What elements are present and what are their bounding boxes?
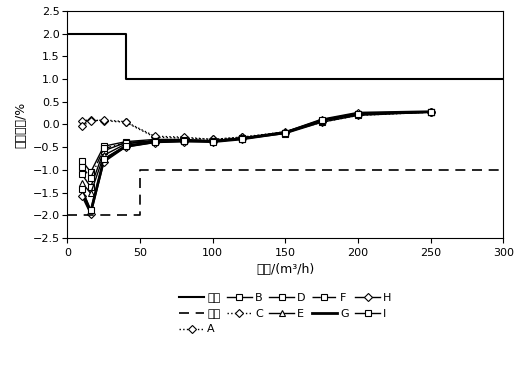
Legend: 上限, 下限, A, B, C, D, E, F, G, H, I: 上限, 下限, A, B, C, D, E, F, G, H, I — [180, 294, 391, 335]
Y-axis label: 示值误差/%: 示值误差/% — [14, 101, 27, 147]
X-axis label: 流量/(m³/h): 流量/(m³/h) — [256, 263, 315, 276]
